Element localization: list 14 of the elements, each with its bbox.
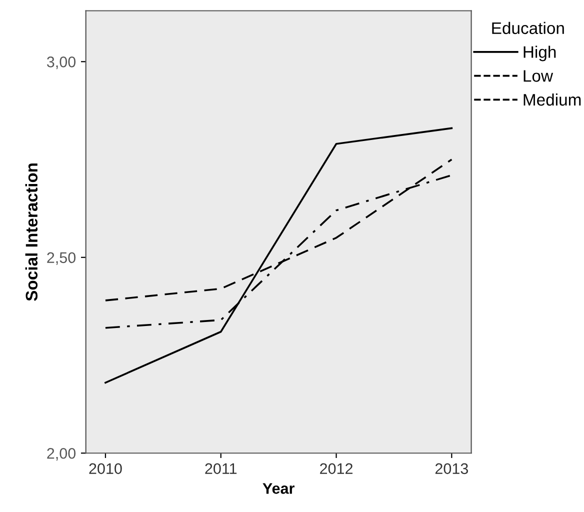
line-series bbox=[104, 127, 453, 384]
y-axis-title: Social Interaction bbox=[25, 164, 38, 301]
x-tick-label: 2012 bbox=[320, 463, 352, 474]
x-tick-label: 2010 bbox=[89, 463, 122, 474]
x-tick-label: 2011 bbox=[205, 463, 237, 474]
y-tick-label: 2,00 bbox=[47, 448, 76, 461]
x-axis-title: Year bbox=[262, 483, 294, 494]
y-tick-label: 3,00 bbox=[46, 56, 76, 70]
y-tick-label: 2,50 bbox=[47, 252, 76, 265]
legend-label: High bbox=[524, 46, 556, 62]
legend-label: Low bbox=[524, 70, 554, 82]
legend-label: Medium bbox=[524, 93, 581, 106]
x-tick-label: 2013 bbox=[435, 463, 468, 474]
legend-title: Education bbox=[492, 22, 564, 34]
